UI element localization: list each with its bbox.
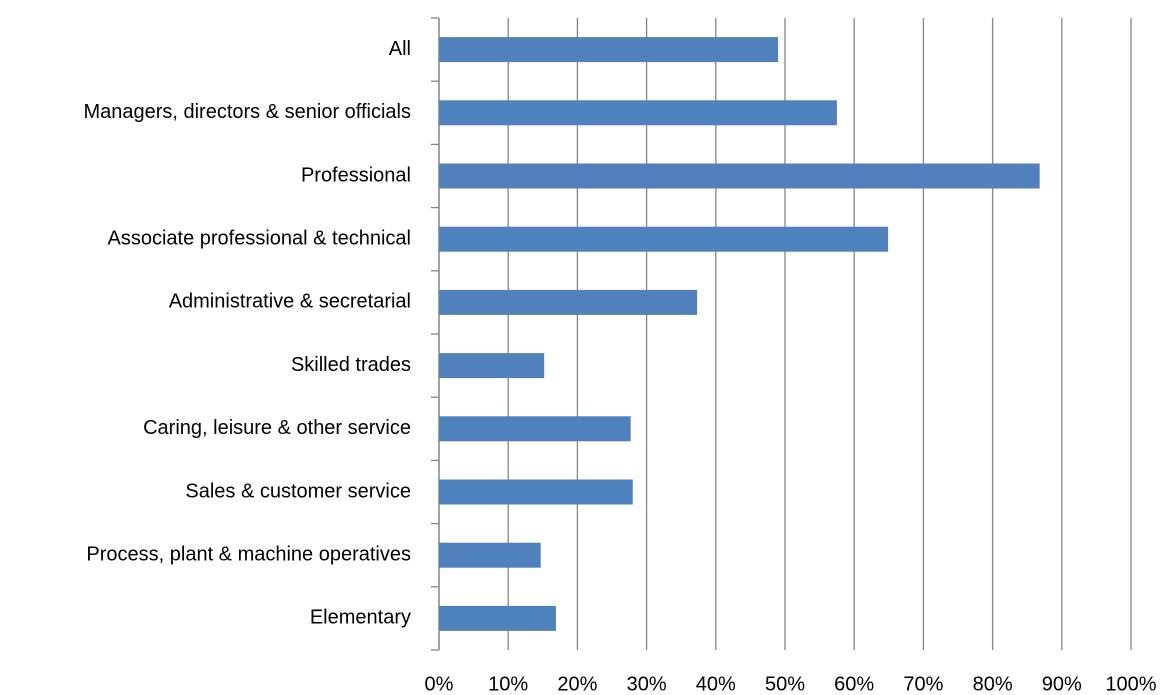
bar — [439, 416, 631, 442]
bar — [439, 605, 556, 631]
bar — [439, 289, 698, 315]
x-tick-label: 90% — [1042, 673, 1082, 695]
bar — [439, 542, 541, 568]
x-tick-label: 60% — [834, 673, 874, 695]
x-tick-label: 0% — [425, 673, 454, 695]
y-tick-label: Process, plant & machine operatives — [86, 543, 411, 565]
x-tick-label: 20% — [557, 673, 597, 695]
y-tick-label: Elementary — [310, 607, 411, 629]
bar — [439, 479, 633, 505]
y-tick-label: Skilled trades — [291, 354, 411, 376]
y-tick-label: Professional — [301, 164, 411, 186]
bar — [439, 226, 889, 252]
y-tick-label: Managers, directors & senior officials — [83, 101, 411, 123]
x-tick-label: 40% — [696, 673, 736, 695]
y-tick-label: All — [389, 38, 411, 60]
x-tick-label: 80% — [973, 673, 1013, 695]
bar — [439, 163, 1040, 189]
x-tick-label: 100% — [1105, 673, 1156, 695]
bar — [439, 100, 837, 126]
bar — [439, 353, 545, 379]
x-tick-label: 50% — [765, 673, 805, 695]
y-tick-label: Associate professional & technical — [108, 227, 412, 249]
y-tick-label: Caring, leisure & other service — [143, 417, 411, 439]
y-tick-label: Sales & customer service — [185, 480, 411, 502]
bar — [439, 37, 779, 63]
x-tick-label: 30% — [627, 673, 667, 695]
x-tick-label: 70% — [903, 673, 943, 695]
y-tick-label: Administrative & secretarial — [169, 291, 411, 313]
x-tick-label: 10% — [488, 673, 528, 695]
